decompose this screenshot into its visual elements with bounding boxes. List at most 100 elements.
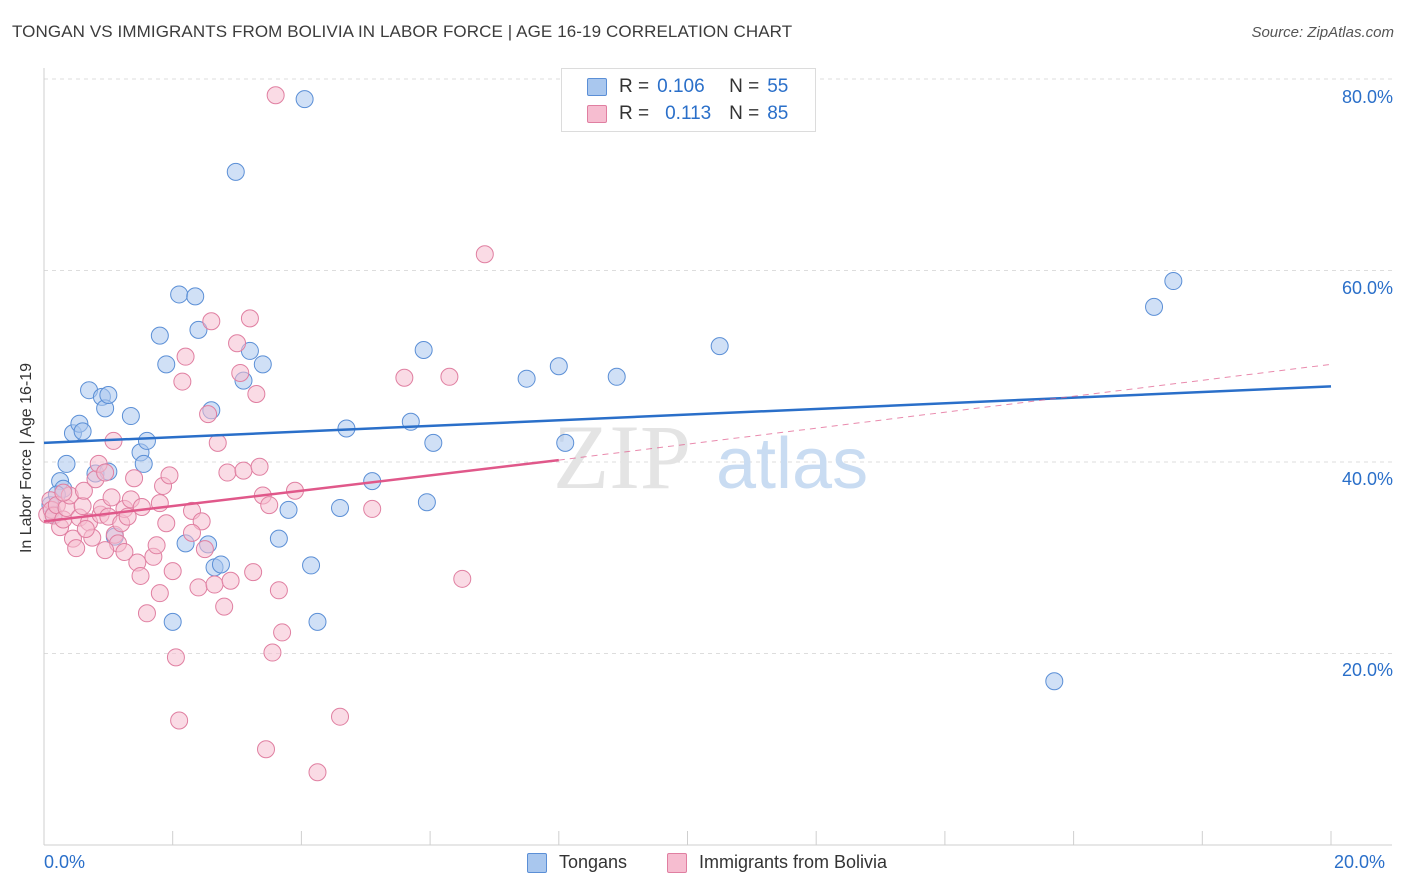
bolivia-point-70	[273, 623, 292, 642]
bolivia-point-55	[218, 463, 237, 482]
tongans-point-47	[607, 367, 626, 386]
tongans-point-48	[710, 337, 729, 356]
bolivia-swatch	[587, 105, 607, 123]
y-tick-label-60: 60.0%	[1341, 278, 1393, 298]
tongans-point-36	[308, 612, 327, 631]
trendlines-layer	[43, 363, 1332, 523]
bolivia-point-72	[308, 763, 327, 782]
n-label: N =	[729, 103, 760, 124]
stats-legend-row-tongans: R = 0.106 N = 55	[587, 76, 788, 98]
bolivia-point-53	[208, 433, 227, 452]
bolivia-point-36	[147, 536, 166, 555]
n-value: 85	[767, 103, 789, 124]
r-value: 0.106	[657, 76, 705, 97]
bolivia-point-79	[150, 584, 169, 603]
bolivia-point-43	[170, 711, 189, 730]
bolivia-point-12	[73, 497, 92, 516]
bolivia-point-34	[137, 604, 156, 623]
axes-layer	[43, 68, 1392, 846]
bolivia-point-39	[157, 514, 176, 533]
tongans-point-35	[302, 556, 321, 575]
bolivia-point-78	[475, 245, 494, 264]
n-label: N =	[729, 76, 760, 97]
bolivia-point-84	[96, 541, 115, 560]
n-value: 55	[767, 76, 789, 97]
tongans-point-52	[134, 454, 153, 473]
bolivia-point-74	[363, 499, 382, 518]
bolivia-point-82	[115, 543, 134, 562]
r-value: 0.113	[665, 103, 712, 124]
tongans-point-23	[189, 320, 208, 339]
r-label: R =	[619, 103, 650, 124]
bolivia-point-63	[250, 457, 269, 476]
tongans-point-20	[170, 285, 189, 304]
bolivia-legend-swatch	[667, 852, 687, 873]
bolivia-point-83	[183, 523, 202, 542]
bolivia-point-13	[74, 481, 93, 500]
tongans-point-33	[279, 500, 298, 519]
tongans-point-45	[549, 357, 568, 376]
tongans-point-18	[157, 355, 176, 374]
stats-legend-row-bolivia: R = 0.113 N = 85	[587, 103, 788, 125]
tongans-point-44	[517, 369, 536, 388]
bolivia-point-60	[240, 309, 259, 328]
y-tick-label-80: 80.0%	[1341, 87, 1393, 107]
bolivia-point-65	[257, 740, 276, 759]
bolivia-point-54	[215, 597, 234, 616]
tongans-point-41	[414, 340, 433, 359]
bolivia-point-48	[192, 512, 211, 531]
bolivia-point-51	[202, 312, 221, 331]
tongans-point-43	[424, 433, 443, 452]
bolivia-point-42	[166, 648, 185, 667]
series-bolivia	[38, 86, 494, 782]
bolivia-point-45	[176, 347, 195, 366]
tongans-point-34	[295, 90, 314, 109]
bolivia-point-30	[125, 469, 144, 488]
bolivia-point-49	[195, 540, 214, 559]
tongans-point-49	[1045, 672, 1064, 691]
tongans-point-28	[226, 162, 245, 181]
bolivia-point-10	[67, 539, 86, 558]
legend-label-tongans: Tongans	[559, 852, 628, 872]
bolivia-point-73	[331, 707, 350, 726]
trendline-2	[558, 363, 1332, 461]
tongans-point-42	[417, 493, 436, 512]
y-tick-label-20: 20.0%	[1341, 660, 1393, 680]
bolivia-point-22	[102, 488, 121, 507]
bolivia-point-20	[96, 463, 115, 482]
tongans-point-19	[163, 612, 182, 631]
tongans-point-12	[99, 385, 118, 404]
legend-item-bolivia[interactable]: Immigrants from Bolivia	[667, 852, 887, 873]
bolivia-point-40	[160, 466, 179, 485]
bolivia-point-77	[453, 569, 472, 588]
y-axis-label: In Labor Force | Age 16-19	[18, 362, 35, 554]
watermark: ZIP atlas	[553, 406, 868, 508]
chart-source: Source: ZipAtlas.com	[1251, 24, 1394, 41]
bolivia-point-47	[189, 578, 208, 597]
watermark-atlas: atlas	[716, 424, 868, 504]
x-tick-label-max: 20.0%	[1334, 852, 1386, 872]
bolivia-point-33	[132, 498, 151, 517]
y-tick-label-40: 40.0%	[1341, 469, 1393, 489]
x-tick-label-min: 0.0%	[44, 852, 86, 872]
bolivia-point-66	[260, 496, 279, 515]
legend-item-tongans[interactable]: Tongans	[527, 852, 627, 873]
bolivia-point-67	[263, 643, 282, 662]
trendline-1	[43, 458, 559, 523]
bolivia-point-56	[221, 571, 240, 590]
tongans-point-46	[556, 433, 575, 452]
bolivia-point-52	[205, 575, 224, 594]
tongans-point-22	[186, 287, 205, 306]
bolivia-point-50	[199, 405, 218, 424]
tongans-swatch	[587, 78, 607, 96]
tongans-point-51	[1164, 272, 1183, 291]
bolivia-point-80	[54, 483, 73, 502]
tongans-point-31	[253, 355, 272, 374]
tongans-point-27	[211, 555, 230, 574]
bolivia-point-81	[76, 520, 95, 539]
bolivia-point-58	[231, 363, 250, 382]
bolivia-point-61	[244, 563, 263, 582]
bolivia-point-32	[131, 566, 150, 585]
tongans-point-32	[269, 529, 288, 548]
